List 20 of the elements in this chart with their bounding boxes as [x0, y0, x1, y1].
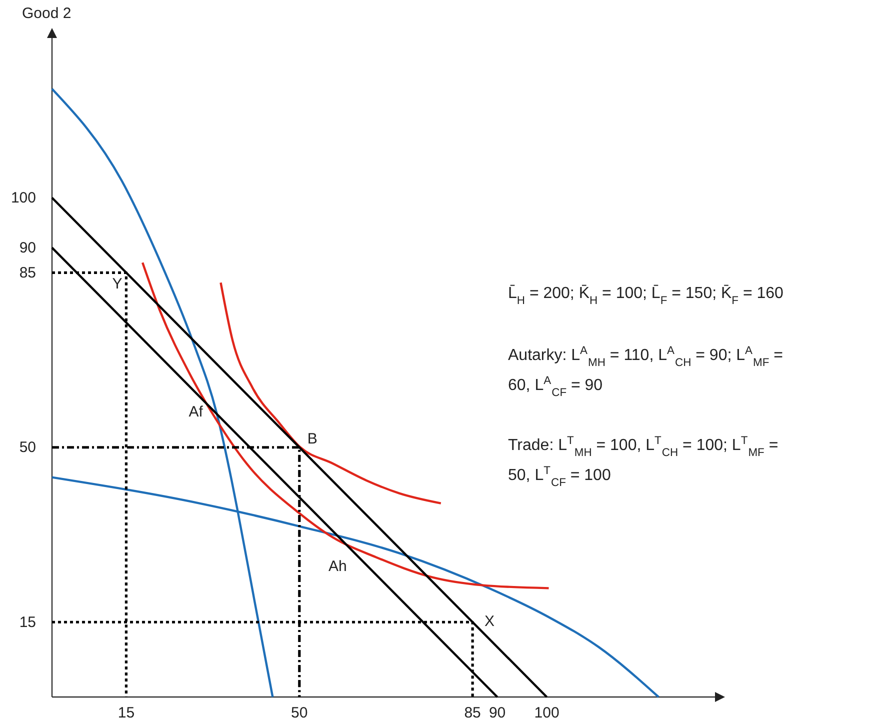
text: Trade: L$^{T}$$_{MH}$ = 100, L$^{T}$$_{CH}$ = 100; L$^{T}$$_{MF}$ = 50, L$^{T}$$_{CF}$ = 100	[508, 435, 778, 489]
x-tick-label: 50	[291, 704, 308, 722]
x-tick-label: 15	[118, 704, 135, 722]
annotation: Ah	[328, 558, 347, 576]
x-tick-label: 100	[534, 704, 560, 722]
annotation: Y	[112, 276, 122, 293]
y-axis-title: Good 2	[22, 5, 72, 22]
text: Autarky: L$^{A}$$_{MH}$ = 110, L$^{A}$$_{CH}$ = 90; L$^{A}$$_{MF}$ = 60, L$^{A}$$_{CF}$ = 90	[508, 345, 784, 399]
x-tick-label: 90	[488, 704, 506, 722]
text: L̄$_{H}$ = 200; K̄$_{H}$ = 100; L̄$_{F}$ = 150; K̄$_{F}$ = 160	[508, 285, 784, 307]
annotation: Af	[188, 403, 204, 420]
annotation: X	[484, 613, 495, 630]
annotation: B	[307, 430, 318, 448]
y-tick-label: 15	[19, 614, 36, 631]
y-tick-label: 90	[19, 239, 36, 256]
x-tick-label: 85	[464, 704, 481, 722]
y-tick-label: 85	[19, 264, 36, 282]
y-tick-label: 100	[10, 190, 36, 207]
y-tick-label: 50	[19, 439, 36, 456]
line-series	[220, 282, 442, 504]
